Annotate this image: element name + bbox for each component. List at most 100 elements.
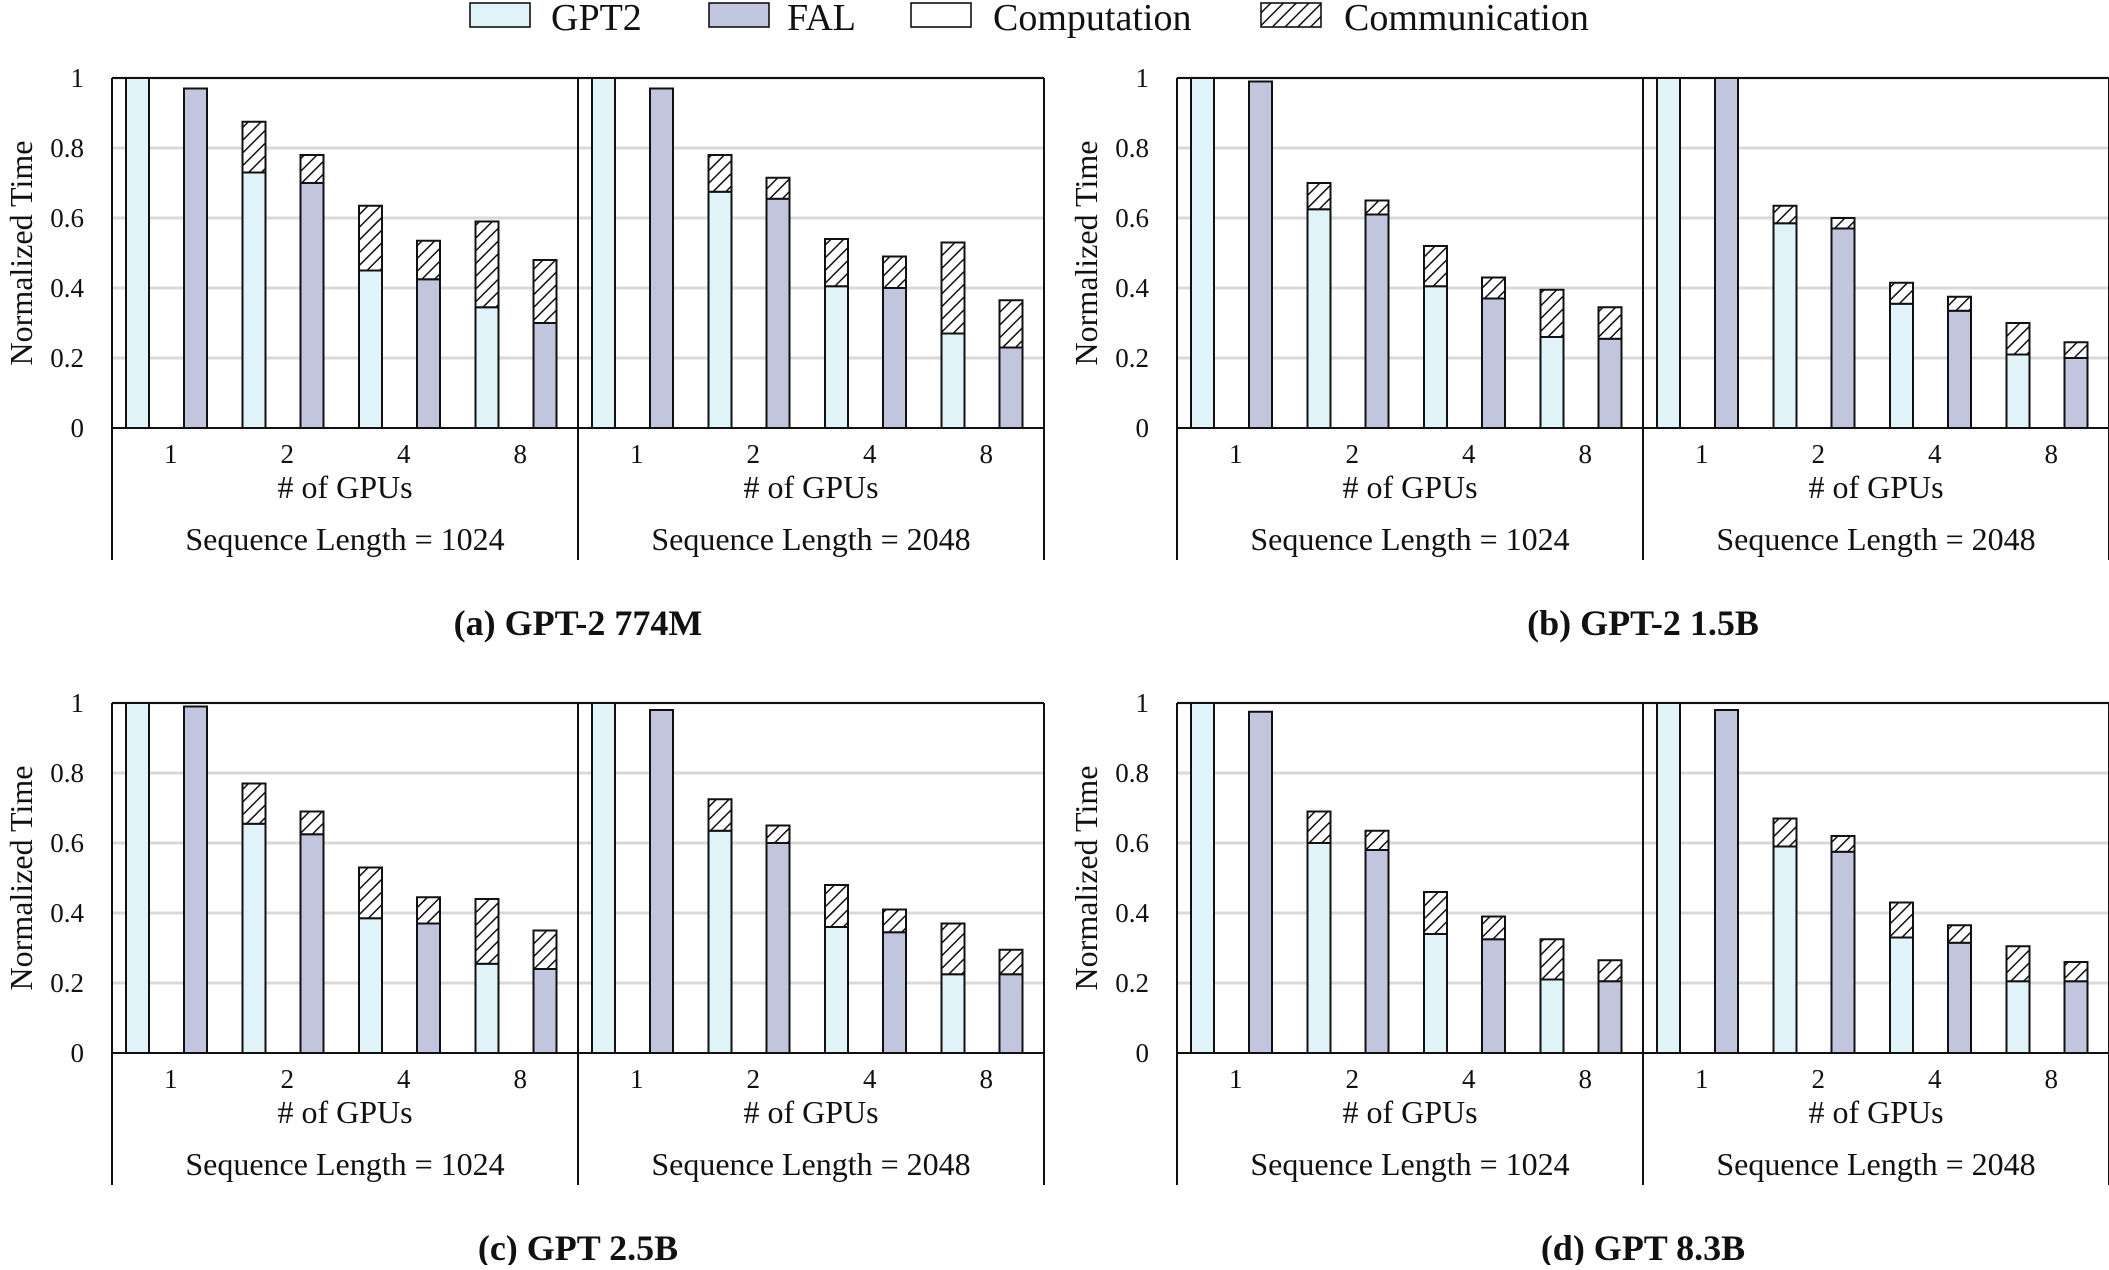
x-tick-label: 8 [2045,439,2059,469]
panel-caption: (a) GPT-2 774M [454,603,703,643]
x-tick-label: 4 [1462,1064,1476,1094]
y-tick-label: 0.6 [1115,203,1149,233]
group-label: Sequence Length = 2048 [651,1146,970,1182]
bar-fal-computation [183,87,208,429]
y-tick-label: 0.4 [1115,273,1149,303]
legend: GPT2 FAL Computation Communication [469,0,1589,39]
y-tick-label: 0 [71,1038,85,1068]
y-tick-label: 0.2 [1115,343,1149,373]
x-tick-label: 8 [980,1064,994,1094]
bar-fal-computation [2063,357,2089,429]
bar-gpt2-communication [1772,817,1798,848]
bar-gpt2-computation [358,917,383,1054]
x-tick-label: 2 [747,1064,761,1094]
bar-gpt2-communication [241,782,267,825]
bar-gpt2-computation [591,702,616,1054]
legend-label-gpt2: GPT2 [551,0,642,39]
bar-fal-computation [1481,938,1506,1054]
bar-fal-computation [882,931,907,1054]
bar-fal-computation [1364,213,1390,429]
y-tick-label: 0.6 [50,828,84,858]
y-tick-label: 1 [1136,688,1150,718]
bar-fal-communication [882,908,907,934]
x-axis-title: # of GPUs [1808,1094,1943,1130]
x-axis-title: # of GPUs [1342,469,1477,505]
bar-gpt2-computation [1539,978,1565,1054]
bar-fal-communication [299,154,325,184]
bar-fal-computation [183,705,208,1054]
x-tick-label: 1 [1229,439,1243,469]
bar-gpt2-computation [1772,222,1798,429]
bar-gpt2-communication [1306,810,1332,844]
bar-gpt2-computation [824,926,849,1054]
x-tick-label: 2 [281,439,295,469]
legend-label-computation: Computation [993,0,1191,39]
x-tick-label: 1 [630,439,644,469]
y-tick-label: 0.6 [50,203,84,233]
bar-gpt2-communication [1539,938,1565,981]
bar-gpt2-communication [1889,901,1914,939]
x-tick-label: 4 [863,1064,877,1094]
group-label: Sequence Length = 2048 [1716,521,2035,557]
x-tick-label: 2 [281,1064,295,1094]
bar-gpt2-computation [940,973,966,1054]
x-axis-title: # of GPUs [277,469,412,505]
bar-fal-communication [1481,276,1506,300]
x-tick-label: 8 [1579,1064,1593,1094]
bar-fal-communication [1597,306,1623,340]
bar-fal-communication [1830,217,1856,230]
bar-gpt2-communication [474,220,500,309]
panel-3: 0 0.2 0.4 0.6 0.8 1 Normalized Time 1 2 4 8 # of GP… [1068,688,2109,1268]
x-axis-title: # of GPUs [1342,1094,1477,1130]
group-label: Sequence Length = 1024 [185,521,504,557]
x-tick-label: 2 [1812,439,1826,469]
bar-gpt2-communication [1423,245,1448,288]
x-tick-label: 1 [1695,1064,1709,1094]
bar-gpt2-computation [1889,936,1914,1054]
x-tick-label: 8 [514,1064,528,1094]
x-tick-label: 4 [1462,439,1476,469]
bar-fal-communication [882,255,907,289]
bar-fal-computation [998,973,1024,1054]
bar-fal-computation [1481,297,1506,429]
y-tick-label: 1 [71,688,85,718]
bar-fal-computation [1714,709,1739,1054]
group-label: Sequence Length = 1024 [185,1146,504,1182]
y-axis-title: Normalized Time [1068,141,1104,366]
legend-label-fal: FAL [787,0,856,39]
panel-caption: (d) GPT 8.3B [1541,1228,1745,1265]
y-tick-label: 0 [71,413,85,443]
bar-gpt2-computation [2005,353,2031,429]
group-label: Sequence Length = 1024 [1250,521,1569,557]
bar-gpt2-computation [1772,845,1798,1054]
bar-fal-communication [1597,959,1623,983]
bar-fal-computation [882,287,907,429]
bar-fal-computation [1248,80,1273,429]
x-tick-label: 1 [164,439,178,469]
bar-gpt2-computation [241,822,267,1054]
y-tick-label: 0 [1136,413,1150,443]
bar-fal-communication [1947,924,1972,944]
bar-gpt2-computation [940,332,966,429]
bar-fal-computation [2063,980,2089,1054]
bar-fal-communication [416,239,441,281]
y-tick-label: 0 [1136,1038,1150,1068]
y-tick-label: 1 [71,63,85,93]
bar-fal-computation [1597,337,1623,429]
bar-gpt2-computation [1656,702,1681,1054]
bar-gpt2-computation [1190,77,1215,429]
legend-swatch-communication [1260,2,1322,28]
x-tick-label: 1 [164,1064,178,1094]
bar-fal-computation [1830,850,1856,1054]
bar-gpt2-communication [2005,945,2031,983]
bar-gpt2-computation [358,269,383,429]
bar-gpt2-communication [358,204,383,272]
bar-fal-computation [1248,710,1273,1054]
bar-fal-computation [532,322,558,429]
x-tick-label: 1 [1229,1064,1243,1094]
bar-gpt2-computation [591,77,616,429]
panel-caption: (c) GPT 2.5B [478,1228,678,1265]
bar-gpt2-computation [707,829,733,1054]
bar-gpt2-computation [474,962,500,1054]
bar-fal-communication [1481,915,1506,941]
